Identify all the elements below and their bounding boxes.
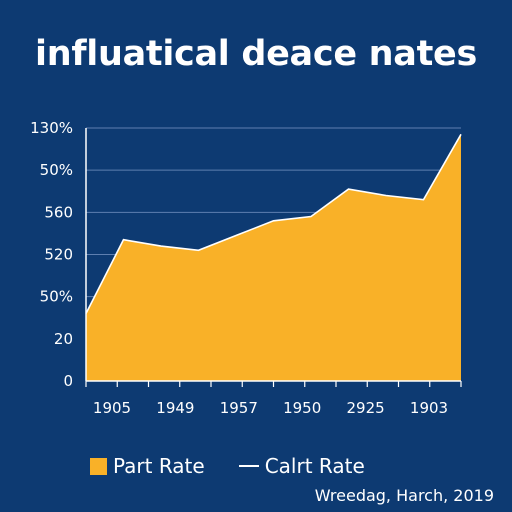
footnote: Wreedag, Harch, 2019 (314, 486, 494, 505)
legend-item-line: Calrt Rate (238, 454, 365, 478)
y-tick-label: 130% (30, 119, 73, 137)
x-tick-label: 1957 (220, 399, 258, 417)
y-tick-label: 520 (44, 246, 73, 264)
chart-title: influatical deace nates (35, 34, 477, 74)
legend-label-1: Calrt Rate (264, 454, 365, 478)
x-tick-label: 2925 (347, 399, 385, 417)
y-tick-label: 50% (40, 161, 73, 179)
y-tick-label: 50% (40, 288, 73, 306)
y-tick-label: 560 (44, 203, 73, 221)
area-series (85, 133, 462, 381)
legend: Part Rate Calrt Rate (90, 454, 399, 478)
x-tick-label: 1950 (283, 399, 321, 417)
legend-label-0: Part Rate (113, 454, 205, 478)
axes (85, 128, 462, 387)
legend-swatch-line (238, 465, 259, 467)
x-tick-label: 1949 (156, 399, 194, 417)
legend-item-fill: Part Rate (90, 454, 205, 478)
x-tick-label: 1903 (410, 399, 448, 417)
area-fill (86, 134, 461, 381)
y-tick-label: 0 (63, 372, 73, 390)
x-tick-label: 1905 (93, 399, 131, 417)
legend-swatch-fill (90, 457, 107, 475)
y-tick-label: 20 (54, 330, 73, 348)
x-tick-labels: 1905 1949 1957 1950 2925 1903 (93, 399, 448, 417)
y-tick-labels: 0 20 50% 520 560 50% 130% (30, 119, 73, 390)
